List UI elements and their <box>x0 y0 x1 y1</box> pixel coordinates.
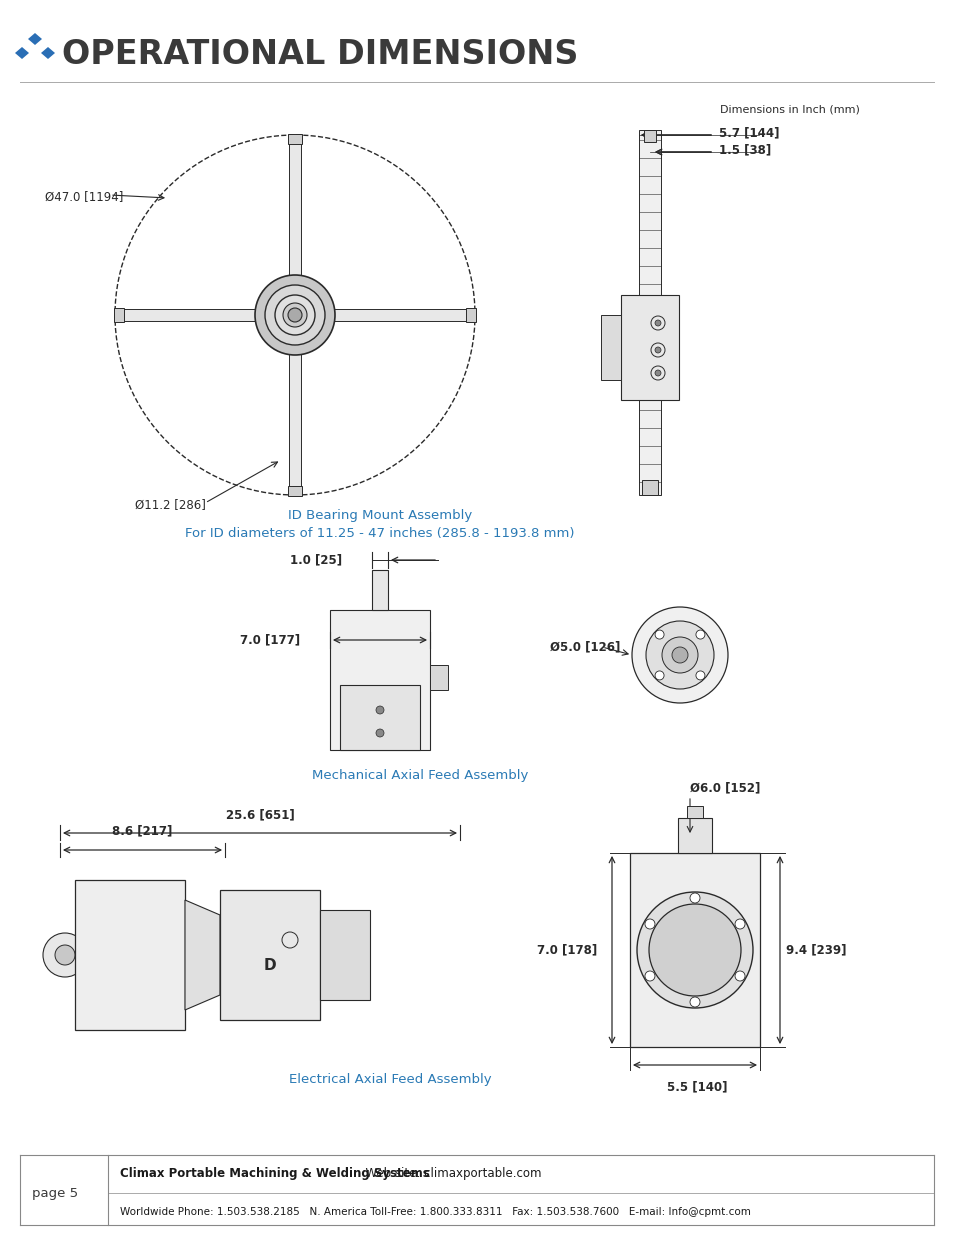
Circle shape <box>655 630 663 638</box>
Text: Ø47.0 [1194]: Ø47.0 [1194] <box>45 190 123 204</box>
Circle shape <box>644 971 655 981</box>
Circle shape <box>664 920 724 981</box>
Circle shape <box>695 671 704 680</box>
Polygon shape <box>75 881 185 1030</box>
Text: 7.0 [177]: 7.0 [177] <box>240 634 300 646</box>
Text: ID Bearing Mount Assembly: ID Bearing Mount Assembly <box>288 509 472 521</box>
Polygon shape <box>330 610 430 750</box>
Polygon shape <box>220 890 319 1020</box>
Polygon shape <box>600 315 620 380</box>
Text: page 5: page 5 <box>31 1187 78 1199</box>
Polygon shape <box>641 480 658 495</box>
Circle shape <box>689 893 700 903</box>
Polygon shape <box>678 818 711 853</box>
Text: Ø11.2 [286]: Ø11.2 [286] <box>135 499 206 511</box>
Circle shape <box>661 637 698 673</box>
Circle shape <box>689 997 700 1007</box>
Polygon shape <box>372 571 388 610</box>
Polygon shape <box>465 308 476 322</box>
Polygon shape <box>430 664 448 690</box>
Polygon shape <box>339 685 419 750</box>
Text: For ID diameters of 11.25 - 47 inches (285.8 - 1193.8 mm): For ID diameters of 11.25 - 47 inches (2… <box>185 527 574 541</box>
Text: 1.0 [25]: 1.0 [25] <box>290 553 342 567</box>
Circle shape <box>645 621 713 689</box>
Text: 25.6 [651]: 25.6 [651] <box>226 808 294 821</box>
Polygon shape <box>686 806 702 818</box>
Text: Ø5.0 [126]: Ø5.0 [126] <box>550 641 619 653</box>
Circle shape <box>43 932 87 977</box>
Text: 5.5 [140]: 5.5 [140] <box>666 1079 727 1093</box>
Polygon shape <box>185 900 220 1010</box>
Polygon shape <box>288 487 302 496</box>
Circle shape <box>631 606 727 703</box>
Circle shape <box>655 347 660 353</box>
Text: Ø6.0 [152]: Ø6.0 [152] <box>689 782 760 794</box>
Circle shape <box>655 671 663 680</box>
Text: Mechanical Axial Feed Assembly: Mechanical Axial Feed Assembly <box>312 768 528 782</box>
Polygon shape <box>289 140 301 492</box>
Circle shape <box>265 285 325 345</box>
Text: 9.4 [239]: 9.4 [239] <box>785 944 845 956</box>
Circle shape <box>655 320 660 326</box>
Circle shape <box>655 370 660 375</box>
Circle shape <box>679 934 710 966</box>
Circle shape <box>375 706 384 714</box>
Circle shape <box>671 647 687 663</box>
Circle shape <box>695 630 704 638</box>
Polygon shape <box>113 308 124 322</box>
Text: 8.6 [217]: 8.6 [217] <box>112 824 172 837</box>
Text: 1.5 [38]: 1.5 [38] <box>719 143 770 157</box>
Polygon shape <box>15 47 29 59</box>
Circle shape <box>637 892 752 1008</box>
Circle shape <box>274 295 314 335</box>
Circle shape <box>254 275 335 354</box>
Text: 5.7 [144]: 5.7 [144] <box>719 126 779 140</box>
Polygon shape <box>319 910 370 1000</box>
Text: 7.0 [178]: 7.0 [178] <box>537 944 597 956</box>
Text: OPERATIONAL DIMENSIONS: OPERATIONAL DIMENSIONS <box>62 38 578 72</box>
Circle shape <box>375 729 384 737</box>
Circle shape <box>288 308 302 322</box>
Circle shape <box>644 919 655 929</box>
Text: Dimensions in Inch (mm): Dimensions in Inch (mm) <box>720 105 859 115</box>
Circle shape <box>55 945 75 965</box>
Text: Climax Portable Machining & Welding Systems: Climax Portable Machining & Welding Syst… <box>120 1167 429 1179</box>
Polygon shape <box>28 33 42 44</box>
Polygon shape <box>119 309 471 321</box>
Polygon shape <box>643 130 656 142</box>
Circle shape <box>734 919 744 929</box>
Polygon shape <box>41 47 55 59</box>
Polygon shape <box>288 135 302 144</box>
Polygon shape <box>620 295 679 400</box>
Polygon shape <box>629 853 760 1047</box>
Text: Web site: climaxportable.com: Web site: climaxportable.com <box>357 1167 541 1179</box>
Circle shape <box>283 303 307 327</box>
Circle shape <box>686 942 702 958</box>
Text: Worldwide Phone: 1.503.538.2185   N. America Toll-Free: 1.800.333.8311   Fax: 1.: Worldwide Phone: 1.503.538.2185 N. Ameri… <box>120 1207 750 1216</box>
Circle shape <box>648 904 740 995</box>
Polygon shape <box>639 130 660 495</box>
Text: D: D <box>263 957 276 972</box>
Text: Electrical Axial Feed Assembly: Electrical Axial Feed Assembly <box>289 1073 491 1087</box>
Circle shape <box>734 971 744 981</box>
